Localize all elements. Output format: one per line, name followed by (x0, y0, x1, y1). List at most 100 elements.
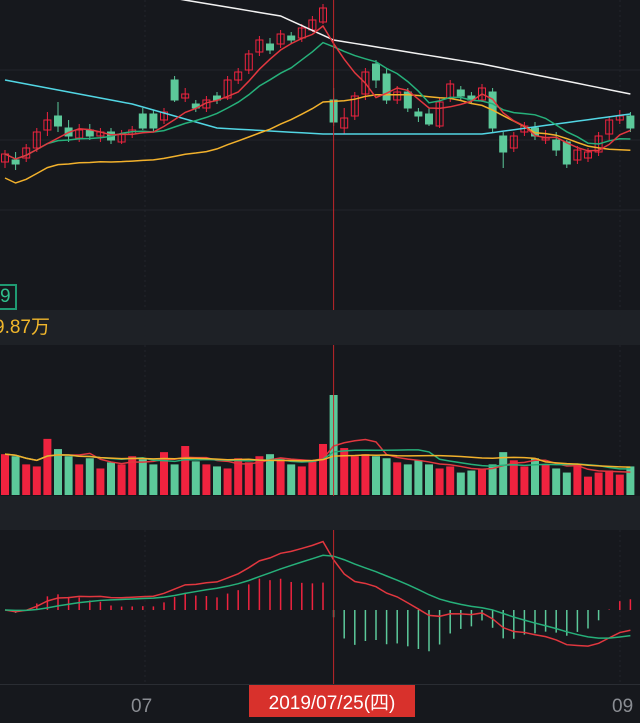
ma10-line (4, 41, 631, 160)
candle-body (584, 151, 592, 159)
candle-body (340, 117, 349, 129)
macd-dif-line (4, 540, 631, 647)
volume-bar (191, 461, 200, 495)
volume-bar (149, 464, 158, 495)
crosshair-date-label: 2019/07/25(四) (249, 685, 415, 717)
candle-body (403, 91, 412, 109)
volume-bar (11, 456, 20, 495)
volume-bar (382, 458, 391, 495)
candle-body (11, 159, 20, 165)
candle-body (605, 119, 614, 135)
candle-body (138, 113, 147, 129)
candle-body (382, 73, 391, 101)
candle-body (414, 111, 423, 117)
candle-body (372, 63, 380, 81)
volume-bar (531, 458, 539, 495)
volume-bar (520, 466, 529, 495)
candle-body (350, 95, 359, 117)
candle-body (223, 79, 232, 99)
volume-bar (467, 470, 476, 495)
candle-body (573, 149, 582, 161)
volume-bar (478, 468, 486, 495)
volume-bar (626, 466, 635, 495)
volume-bar (456, 472, 465, 495)
candle-body (287, 35, 296, 41)
volume-bar (584, 476, 592, 495)
volume-bar (181, 446, 190, 495)
candle-body (276, 33, 285, 45)
volume-bar (446, 466, 455, 495)
candle-body (562, 141, 571, 165)
x-tick-07: 07 (131, 696, 153, 717)
volume-bar (541, 464, 550, 495)
volume-bar (54, 449, 62, 495)
candle-body (244, 53, 253, 71)
candle-body (149, 113, 158, 129)
candle-body (393, 91, 402, 101)
volume-bar (85, 458, 94, 495)
volume-bar (234, 458, 243, 495)
volume-bar (96, 468, 105, 495)
candle-body (425, 113, 433, 125)
candle-body (499, 135, 508, 153)
volume-bar (22, 464, 31, 495)
volume-bar (223, 468, 232, 495)
volume-bar (160, 452, 168, 495)
volume-bar (573, 464, 582, 495)
macd-header-bar (0, 496, 640, 530)
vol-ma20-line (4, 453, 631, 468)
volume-header-bar (0, 310, 640, 345)
volume-bar (1, 454, 9, 495)
indicator-legend-badge: 9 (0, 284, 17, 310)
volume-bar (202, 464, 211, 495)
x-axis-line (0, 684, 640, 685)
volume-bar (75, 464, 84, 495)
volume-bar (499, 452, 508, 495)
candle-body (361, 71, 370, 95)
volume-bar (138, 459, 147, 495)
candle-body (43, 119, 52, 131)
volume-bar (340, 448, 349, 495)
candle-body (32, 131, 41, 149)
candle-body (478, 87, 486, 101)
candle-body (266, 43, 274, 51)
volume-bar (605, 470, 614, 495)
volume-bar (615, 474, 624, 495)
volume-bar (107, 462, 115, 495)
volume-readout: 9.87万 (0, 317, 50, 338)
volume-bar (435, 468, 444, 495)
volume-bar (64, 456, 73, 495)
volume-bar (562, 472, 571, 495)
candle-body (54, 115, 62, 127)
candle-body (160, 111, 168, 121)
volume-bar (403, 464, 412, 495)
volume-bar (276, 458, 285, 495)
volume-bar (255, 456, 264, 495)
volume-bar (509, 460, 518, 495)
ma20-line (4, 93, 631, 184)
candle-body (181, 93, 190, 99)
volume-bar (43, 438, 52, 495)
volume-bar (170, 464, 179, 495)
candle-body (509, 135, 518, 149)
volume-bar (244, 462, 253, 495)
volume-bar (350, 456, 359, 495)
volume-bar (425, 464, 433, 495)
volume-bar (308, 460, 317, 495)
x-tick-09: 09 (612, 696, 634, 717)
candle-body (319, 7, 327, 23)
volume-bar (319, 443, 327, 495)
ma-cyan-line (4, 79, 631, 135)
volume-bar (128, 456, 137, 495)
volume-bar (361, 454, 370, 495)
volume-bar (414, 460, 423, 495)
volume-bar (594, 472, 603, 495)
volume-bar (32, 466, 41, 495)
volume-bar (372, 456, 380, 495)
candle-body (626, 115, 635, 129)
volume-bar (488, 464, 497, 495)
volume-bar (213, 466, 221, 495)
volume-bar (266, 454, 274, 495)
ma5-line (4, 24, 631, 160)
